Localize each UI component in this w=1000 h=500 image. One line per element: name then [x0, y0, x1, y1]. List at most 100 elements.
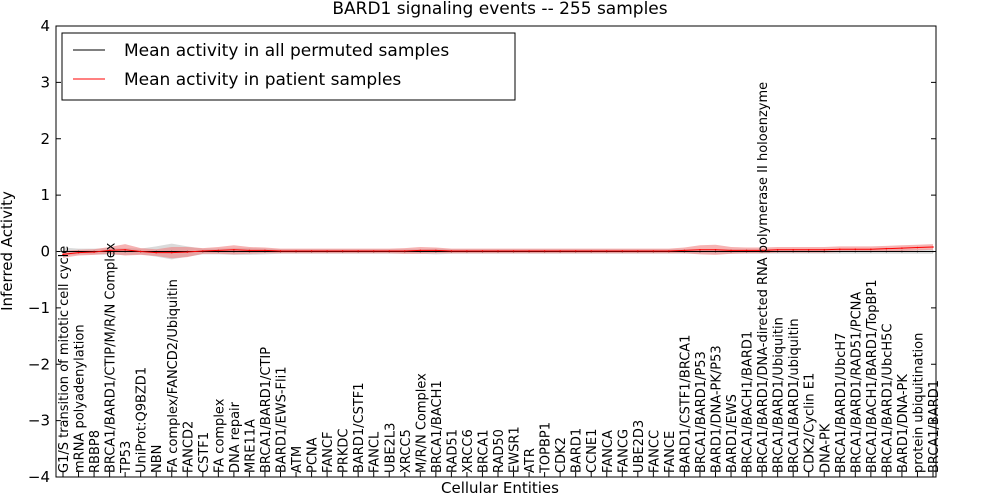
- patient-point: [419, 249, 422, 252]
- permuted-point: [776, 250, 779, 253]
- permuted-point: [248, 250, 251, 253]
- permuted-point: [823, 250, 826, 253]
- x-tick-label: FANCG: [616, 429, 631, 473]
- x-tick-label: G1/S transition of mitotic cell cycle: [57, 246, 72, 473]
- x-tick-label: ATR: [523, 448, 538, 473]
- x-tick-label: M/R/N Complex: [414, 373, 429, 473]
- x-tick-label: BRCA1/BACH1: [430, 380, 445, 473]
- permuted-point: [745, 250, 748, 253]
- patient-point: [761, 249, 763, 252]
- permuted-point: [233, 250, 235, 253]
- permuted-point: [807, 250, 810, 253]
- patient-point: [170, 251, 173, 254]
- x-tick-label: EWSR1: [508, 426, 523, 473]
- x-tick-label: BRCA1/BARD1/RAD51/PCNA: [849, 292, 864, 473]
- x-tick-label: BRCA1/BARD1/ubiquitin: [787, 318, 802, 473]
- x-tick-label: FANCL: [368, 431, 383, 473]
- x-tick-label: BARD1/EWS: [725, 394, 740, 473]
- patient-point: [668, 250, 670, 252]
- patient-point: [497, 250, 499, 252]
- y-tick-label: 1: [40, 186, 50, 204]
- x-tick-label: RBBP8: [88, 430, 103, 473]
- x-tick-label: BARD1/DNA-PK: [896, 374, 911, 473]
- patient-point: [93, 251, 95, 253]
- patient-point: [559, 250, 561, 252]
- x-tick-label: RAD51: [445, 429, 460, 473]
- patient-point: [621, 250, 624, 252]
- x-tick-label: DNA-PK: [818, 423, 833, 473]
- permuted-point: [217, 250, 220, 253]
- plot-frame: [55, 25, 937, 478]
- x-tick-label: BARD1/CSTF1: [352, 382, 367, 473]
- patient-point: [62, 253, 64, 256]
- patient-point: [202, 250, 204, 252]
- patient-point: [450, 250, 453, 252]
- patient-point: [776, 249, 779, 251]
- permuted-point: [264, 250, 266, 253]
- y-tick-label: −1: [28, 299, 50, 317]
- x-tick-label: RAD50: [492, 429, 507, 473]
- permuted-point: [77, 250, 80, 253]
- x-tick-label: FANCD2: [181, 421, 196, 473]
- x-tick-label: XRCC5: [399, 429, 414, 473]
- x-tick-label: DNA repair: [228, 401, 243, 473]
- y-tick-label: 3: [40, 73, 50, 91]
- x-tick-label: FANCE: [663, 431, 678, 473]
- patient-point: [248, 249, 251, 252]
- x-tick-label: BRCA1/BARD1/P53: [694, 351, 709, 473]
- patient-point: [155, 251, 158, 254]
- x-tick-label: UBE2D3: [632, 420, 647, 473]
- patient-point: [543, 250, 546, 252]
- x-tick-label: ATM: [290, 446, 305, 473]
- permuted-point: [838, 250, 841, 253]
- permuted-point: [435, 250, 437, 253]
- x-tick-label: CDK2: [554, 437, 569, 473]
- permuted-point: [885, 250, 888, 253]
- patient-point: [854, 248, 857, 251]
- permuted-point: [916, 250, 919, 253]
- x-tick-label: TP53: [119, 441, 134, 474]
- permuted-point: [170, 250, 173, 253]
- legend-box: [61, 32, 516, 101]
- permuted-point: [792, 250, 794, 253]
- y-axis-label: Inferred Activity: [0, 191, 16, 311]
- x-tick-label: FA complex: [212, 398, 227, 473]
- permuted-point: [683, 250, 686, 253]
- patient-point: [372, 250, 375, 252]
- patient-point: [699, 249, 701, 251]
- patient-point: [388, 250, 391, 252]
- patient-point: [124, 249, 126, 251]
- x-tick-label: BARD1: [570, 428, 585, 473]
- patient-point: [683, 249, 686, 252]
- patient-point: [217, 249, 220, 252]
- x-tick-label: BRCA1/BARD1/UbcH7: [834, 333, 849, 473]
- patient-point: [605, 250, 608, 252]
- x-tick-label: BRCA1/BACH1/BARD1/TopBP1: [865, 280, 880, 473]
- permuted-point: [419, 250, 422, 253]
- y-tick-label: 0: [40, 243, 50, 261]
- patient-point: [730, 249, 732, 252]
- x-tick-label: BRCA1/BARD1/CTIP: [259, 347, 274, 473]
- patient-point: [714, 249, 717, 251]
- chart-title: BARD1 signaling events -- 255 samples: [332, 0, 667, 19]
- patient-point: [807, 249, 810, 251]
- permuted-point: [901, 250, 903, 253]
- patient-point: [466, 250, 468, 252]
- x-tick-label: BRCA1/BACH1/BARD1: [741, 331, 756, 473]
- permuted-point: [854, 250, 857, 253]
- patient-point: [574, 250, 577, 252]
- x-tick-label: TOPBP1: [539, 422, 554, 474]
- patient-point: [870, 248, 872, 251]
- patient-point: [310, 250, 313, 252]
- patient-point: [341, 250, 344, 252]
- legend-label-patient: Mean activity in patient samples: [124, 70, 401, 90]
- patient-point: [403, 250, 406, 252]
- x-tick-label: UniProt:Q9BZD1: [135, 367, 150, 473]
- x-tick-label: BRCA1/BARD1/UbcH5C: [880, 324, 895, 473]
- patient-point: [326, 250, 328, 252]
- permuted-point: [870, 250, 872, 253]
- patient-point: [901, 247, 903, 249]
- x-tick-label: BRCA1/BARD1/Ubiquitin: [772, 317, 787, 473]
- x-tick-label: CCNE1: [585, 429, 600, 473]
